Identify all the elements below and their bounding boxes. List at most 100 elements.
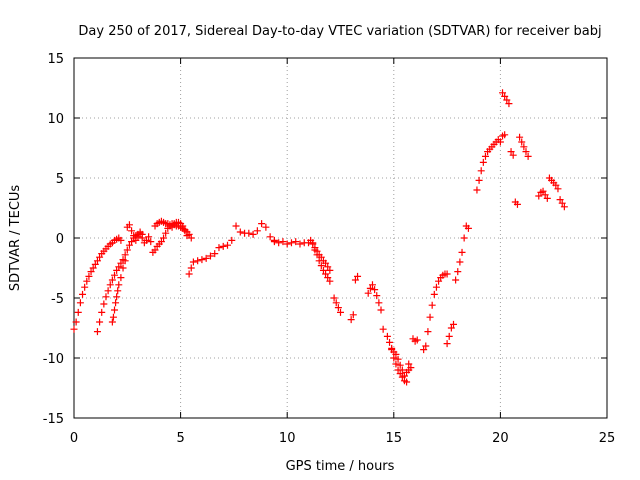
- data-point: [458, 248, 466, 256]
- grid: [74, 58, 607, 418]
- data-point: [142, 236, 150, 244]
- data-point: [513, 200, 521, 208]
- data-point: [334, 304, 342, 312]
- data-point: [83, 277, 91, 285]
- x-tick-label: 0: [70, 431, 78, 446]
- data-point: [89, 264, 97, 272]
- data-point: [130, 232, 138, 240]
- series-arc-12: [409, 270, 451, 354]
- data-point: [322, 270, 330, 278]
- data-point: [160, 234, 168, 242]
- data-point: [245, 229, 253, 237]
- data-point: [113, 266, 121, 274]
- data-point: [390, 354, 398, 362]
- data-point: [91, 260, 99, 268]
- data-point: [79, 290, 87, 298]
- data-point: [322, 259, 330, 267]
- data-point: [108, 318, 116, 326]
- series-arc-10: [383, 332, 413, 386]
- data-point: [111, 306, 119, 314]
- data-point: [102, 293, 110, 301]
- data-point: [215, 244, 223, 252]
- data-point: [100, 300, 108, 308]
- x-tick-label: 10: [279, 431, 296, 446]
- data-point: [443, 340, 451, 348]
- data-point: [275, 239, 283, 247]
- y-tick-labels: -15 -10 -5 0 5 10 15: [43, 52, 64, 427]
- data-point: [138, 234, 146, 242]
- data-point: [70, 325, 78, 333]
- data-point: [464, 224, 472, 232]
- data-point: [560, 203, 568, 211]
- data-point: [111, 271, 119, 279]
- data-point: [324, 263, 332, 271]
- series-arc-3: [108, 257, 129, 326]
- data-point: [219, 242, 227, 250]
- data-point: [279, 238, 287, 246]
- data-point: [475, 176, 483, 184]
- data-point: [330, 294, 338, 302]
- data-point: [206, 252, 214, 260]
- data-point: [249, 230, 257, 238]
- data-point: [364, 289, 372, 297]
- data-point: [115, 281, 123, 289]
- data-point: [258, 220, 266, 228]
- y-tick-label: -5: [51, 292, 64, 307]
- data-point: [426, 313, 434, 321]
- data-point: [460, 234, 468, 242]
- data-point: [162, 229, 170, 237]
- data-point: [72, 318, 80, 326]
- data-point: [296, 240, 304, 248]
- data-point: [185, 270, 193, 278]
- series-arc-1: [70, 234, 125, 333]
- y-tick-label: 5: [56, 172, 64, 187]
- data-point: [443, 270, 451, 278]
- series-arc-13: [443, 222, 472, 348]
- data-point: [172, 218, 180, 226]
- y-axis-label: SDTVAR / TECUs: [8, 185, 23, 292]
- data-point: [270, 236, 278, 244]
- data-point: [136, 228, 144, 236]
- data-point: [509, 151, 517, 159]
- data-point: [117, 274, 125, 282]
- data-point: [505, 100, 513, 108]
- data-point: [115, 263, 123, 271]
- data-point: [228, 236, 236, 244]
- data-point: [375, 299, 383, 307]
- y-tick-label: 10: [47, 112, 64, 127]
- data-point: [422, 342, 430, 350]
- data-point: [157, 238, 165, 246]
- data-point: [349, 311, 357, 319]
- data-point: [392, 360, 400, 368]
- series-arc-11: [388, 344, 415, 380]
- data-point: [379, 325, 387, 333]
- data-point: [347, 316, 355, 324]
- data-point: [496, 138, 504, 146]
- data-point: [386, 338, 394, 346]
- data-point: [552, 181, 560, 189]
- data-point: [420, 346, 428, 354]
- data-point: [125, 241, 133, 249]
- data-point: [337, 308, 344, 316]
- data-point: [134, 233, 142, 241]
- data-point: [132, 236, 140, 244]
- series-arc-4: [123, 218, 191, 256]
- data-point: [104, 287, 112, 295]
- data-point: [93, 257, 101, 265]
- series-arc-6: [185, 220, 278, 278]
- series-arc-8: [307, 236, 334, 274]
- data-point: [74, 308, 82, 316]
- data-point: [106, 281, 114, 289]
- series-arc-16: [535, 174, 568, 211]
- data-point: [366, 284, 374, 292]
- data-point: [428, 301, 436, 309]
- data-point: [396, 361, 404, 369]
- x-tick-label: 15: [386, 431, 403, 446]
- data-point: [507, 148, 515, 156]
- data-point: [121, 257, 129, 265]
- data-point: [96, 318, 104, 326]
- data-point: [518, 138, 526, 146]
- data-point: [501, 131, 509, 139]
- data-point: [319, 266, 327, 274]
- data-point: [432, 283, 440, 291]
